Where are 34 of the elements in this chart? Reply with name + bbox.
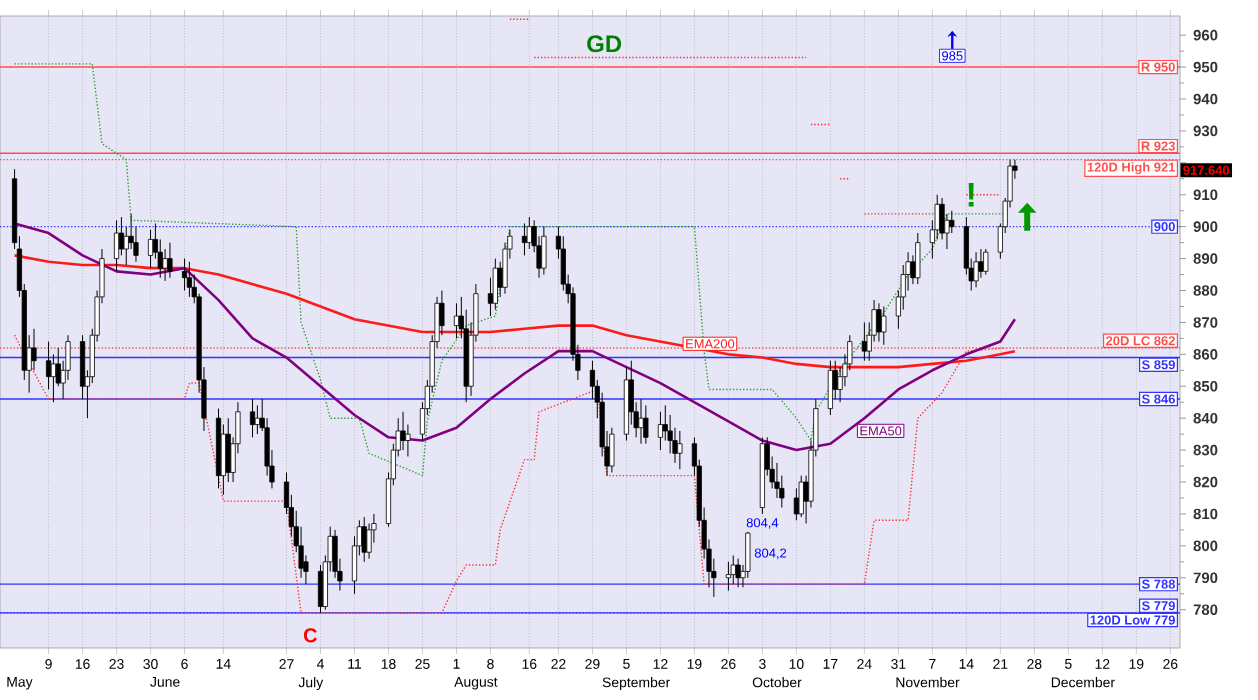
candlestick [361,516,367,563]
candlestick [181,258,188,291]
candlestick [735,558,741,588]
candlestick [526,216,532,250]
candlestick [147,229,154,269]
candlestick [915,232,921,285]
candlestick [400,411,406,451]
candlestick [643,404,649,445]
candlestick [317,564,324,614]
candlestick [492,258,498,311]
candlestick [186,261,192,298]
candlestick [973,251,979,288]
candlestick [798,475,804,518]
annotation: ! [968,182,974,207]
candlestick [730,554,736,585]
candlestick [609,427,615,473]
candlestick [745,531,751,579]
candlestick [881,305,887,346]
candlestick [167,242,173,279]
candlestick [249,398,256,438]
line-series [13,63,1006,477]
candlestick [113,219,120,272]
candlestick [876,302,882,343]
candlestick [225,417,231,483]
candlestick [725,561,731,592]
candlestick [638,398,644,445]
line-series [13,334,1006,614]
candlestick [541,226,547,276]
candlestick [657,411,663,451]
candlestick [983,248,989,276]
annotation: C [303,628,317,643]
candlestick [978,248,984,279]
candlestick [677,430,683,470]
annotation: GD [587,35,622,53]
